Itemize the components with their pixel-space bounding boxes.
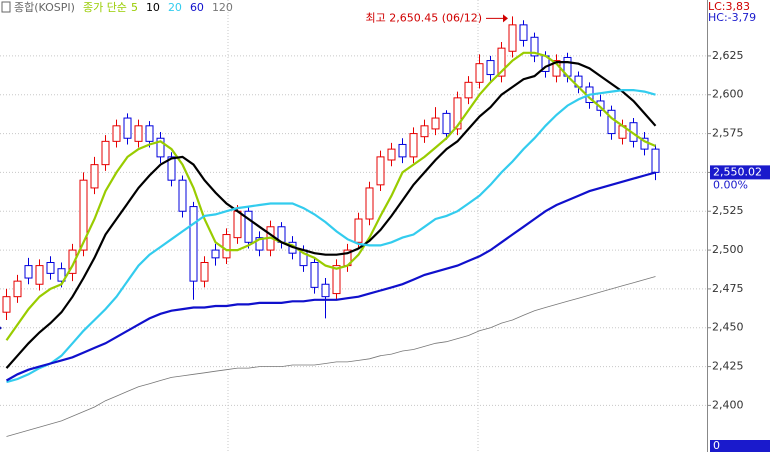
candle-body — [156, 137, 165, 158]
candle-body — [398, 143, 407, 158]
y-tick-label: 2,500 — [712, 243, 744, 256]
candle-body — [200, 262, 209, 282]
y-tick-label: 2,600 — [712, 88, 744, 101]
candle-body — [233, 210, 242, 239]
price-box — [710, 165, 770, 180]
legend: 종합(KOSPI) 종가 단순 5 10 20 60 120 — [1, 1, 233, 14]
candle-body — [134, 125, 143, 142]
high-arrowhead — [503, 14, 508, 23]
legend-entry: 20 — [168, 1, 182, 14]
candle-body — [651, 148, 660, 173]
lc-label: LC:3,83 — [708, 0, 750, 13]
legend-title: 종합(KOSPI) — [14, 1, 75, 14]
candle-body — [420, 125, 429, 138]
legend-entry: 5 — [131, 1, 138, 14]
candle-body — [607, 109, 616, 135]
candle-body — [46, 262, 55, 274]
candle-body — [211, 249, 220, 259]
candle-body — [68, 249, 77, 274]
candle-body — [442, 112, 451, 135]
candle-body — [255, 237, 264, 251]
candle-body — [101, 140, 110, 166]
candle-body — [35, 265, 44, 285]
candle-body — [365, 187, 374, 220]
candle-body — [57, 268, 66, 282]
y-tick-label: 2,625 — [712, 49, 744, 62]
hc-label: HC:-3,79 — [708, 11, 756, 24]
ma-line — [6, 89, 656, 384]
candle-body — [508, 24, 517, 52]
y-tick-label: 2,425 — [712, 360, 744, 373]
legend-entry: 60 — [190, 1, 204, 14]
ma-line — [5, 171, 656, 382]
candle-body — [90, 164, 99, 189]
candle-body — [222, 234, 231, 259]
candle-body — [409, 133, 418, 158]
candle-body — [79, 179, 88, 251]
candle-body — [178, 179, 187, 212]
ma-line — [5, 51, 656, 341]
candle-body — [145, 125, 154, 142]
candle-body — [310, 262, 319, 288]
candle-body — [13, 280, 22, 298]
candle-body — [497, 47, 506, 77]
candle-body — [530, 36, 539, 57]
candle-body — [321, 283, 330, 298]
candle-body — [475, 63, 484, 83]
legend-prefix: 종가 단순 — [83, 1, 127, 14]
y-tick-label: 2,475 — [712, 282, 744, 295]
y-tick-label: 2,450 — [712, 321, 744, 334]
candle-body — [486, 60, 495, 76]
candle-body — [431, 117, 440, 130]
y-tick-label: 2,575 — [712, 127, 744, 140]
candle-body — [123, 117, 132, 139]
checkbox[interactable] — [1, 1, 11, 13]
candle-body — [244, 210, 253, 243]
bottom-box — [710, 440, 770, 452]
candle-body — [189, 206, 198, 282]
candle-body — [453, 97, 462, 130]
high-note: 최고 2,650.45 (06/12) — [365, 11, 482, 24]
candle-body — [519, 24, 528, 41]
ma-line — [5, 61, 657, 369]
bottom-label: 0 — [713, 439, 720, 452]
candle-body — [376, 156, 385, 186]
candle-body — [167, 156, 176, 181]
change: 0.00% — [713, 178, 748, 191]
y-tick-label: 2,525 — [712, 204, 744, 217]
low-arrowhead — [0, 326, 2, 330]
candle-body — [332, 265, 341, 295]
legend-entry: 10 — [146, 1, 160, 14]
candle-body — [112, 125, 121, 142]
candle-body — [387, 148, 396, 161]
last-price: 2,550.02 — [713, 165, 762, 178]
y-tick-label: 2,400 — [712, 398, 744, 411]
ma-line — [6, 276, 656, 437]
legend-entry: 120 — [212, 1, 233, 14]
candle-body — [24, 265, 33, 279]
candle-body — [464, 81, 473, 99]
candle-body — [354, 218, 363, 243]
candle-body — [2, 296, 11, 313]
